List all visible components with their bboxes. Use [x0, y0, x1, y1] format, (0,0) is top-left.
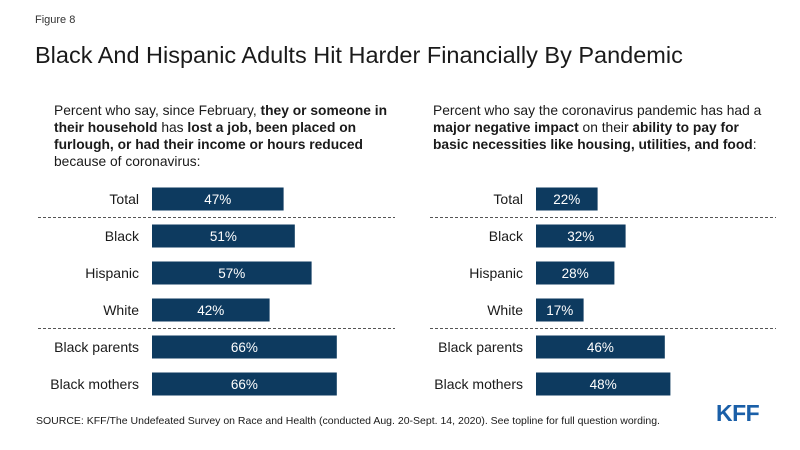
- left-question-part-0: Percent who say, since February,: [54, 103, 261, 118]
- source-note: SOURCE: KFF/The Undefeated Survey on Rac…: [36, 415, 660, 427]
- left-value-label: 66%: [231, 377, 258, 392]
- kff-logo: KFF: [716, 400, 760, 426]
- right-value-label: 48%: [590, 377, 617, 392]
- left-category-label: Black parents: [54, 339, 139, 355]
- left-category-label: Black: [105, 228, 140, 244]
- right-category-label: Black parents: [438, 339, 523, 355]
- left-value-label: 57%: [218, 266, 245, 281]
- right-bar: [536, 224, 626, 248]
- chart-title: Black And Hispanic Adults Hit Harder Fin…: [35, 42, 683, 68]
- left-bar: [152, 298, 270, 322]
- left-question-part-1: they or someone in their household: [54, 103, 388, 135]
- left-question-part-4: because of coronavirus:: [54, 154, 201, 169]
- right-value-label: 32%: [567, 229, 594, 244]
- left-category-label: Black mothers: [50, 376, 139, 392]
- left-bar: [152, 187, 284, 211]
- left-category-label: Total: [109, 191, 139, 207]
- right-value-label: 17%: [546, 303, 573, 318]
- left-bar: [152, 261, 312, 285]
- right-question-part-2: on their: [578, 120, 633, 135]
- right-category-label: Black: [489, 228, 524, 244]
- left-bar: [152, 372, 337, 396]
- left-value-label: 47%: [204, 192, 231, 207]
- right-bar: [536, 335, 665, 359]
- right-bar: [536, 298, 584, 322]
- left-category-label: White: [103, 302, 139, 318]
- right-category-label: White: [487, 302, 523, 318]
- right-value-label: 46%: [587, 340, 614, 355]
- right-bar: [536, 372, 671, 396]
- right-bar: [536, 187, 598, 211]
- left-value-label: 66%: [231, 340, 258, 355]
- left-value-label: 51%: [210, 229, 237, 244]
- left-question-part-2: has: [157, 120, 188, 135]
- left-question-text: Percent who say, since February, they or…: [54, 102, 414, 170]
- right-question-part-1: major negative impact: [433, 120, 579, 135]
- right-value-label: 22%: [553, 192, 580, 207]
- left-category-label: Hispanic: [85, 265, 139, 281]
- right-question-part-3: ability to pay for basic necessities lik…: [433, 120, 753, 152]
- figure-label: Figure 8: [35, 14, 76, 26]
- right-bar: [536, 261, 615, 285]
- left-value-label: 42%: [197, 303, 224, 318]
- left-question-part-3: lost a job, been placed on furlough, or …: [54, 120, 363, 152]
- right-value-label: 28%: [562, 266, 589, 281]
- right-question-part-0: Percent who say the coronavirus pandemic…: [433, 103, 762, 118]
- left-bar: [152, 335, 337, 359]
- left-bar: [152, 224, 295, 248]
- right-question-text: Percent who say the coronavirus pandemic…: [433, 102, 773, 153]
- right-category-label: Black mothers: [434, 376, 523, 392]
- right-question-part-4: :: [752, 137, 757, 152]
- right-category-label: Total: [493, 191, 523, 207]
- right-category-label: Hispanic: [469, 265, 523, 281]
